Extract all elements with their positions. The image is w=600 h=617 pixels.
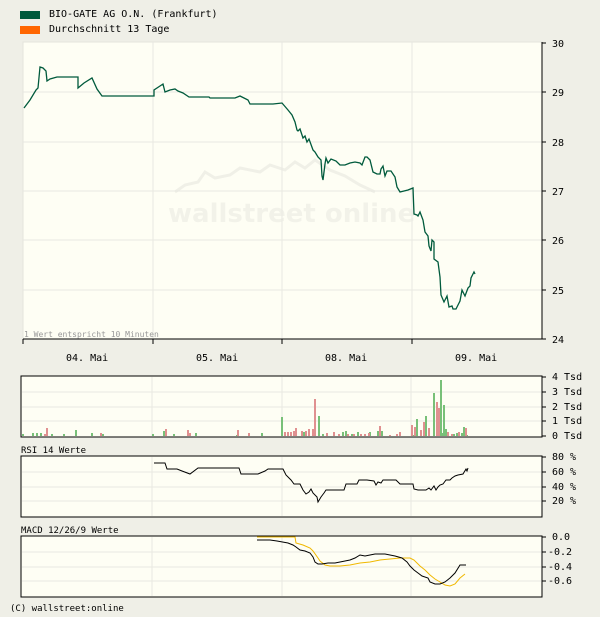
macd-tick-minus-02: -0.2: [548, 547, 572, 558]
vol-tick-4: 4 Tsd: [552, 372, 582, 383]
volume-bars-down: [44, 399, 467, 436]
rsi-tick-20: 20 %: [552, 496, 576, 507]
rsi-tick-60: 60 %: [552, 467, 576, 478]
main-price-chart: wallstreet online 30 29 28 27 26 25: [22, 39, 564, 364]
copyright-notice: (C) wallstreet:online: [10, 604, 124, 614]
vol-tick-2: 2 Tsd: [552, 402, 582, 413]
price-line: [23, 66, 476, 310]
x-label-09-mai: 09. Mai: [455, 353, 497, 364]
chart-legend: BIO-GATE AG O.N. (Frankfurt) Durchschnit…: [20, 7, 218, 37]
x-label-08-mai: 08. Mai: [325, 353, 367, 364]
rsi-y-axis-labels: 80 % 60 % 40 % 20 %: [552, 452, 576, 507]
legend-item-average: Durchschnitt 13 Tage: [20, 22, 218, 37]
main-gridlines: [23, 42, 542, 339]
vol-tick-3: 3 Tsd: [552, 387, 582, 398]
macd-tick-0: 0.0: [552, 532, 570, 543]
x-label-04-mai: 04. Mai: [66, 353, 108, 364]
interval-note: 1 Wert entspricht 10 Minuten: [24, 330, 159, 339]
rsi-line: [154, 462, 469, 504]
rsi-tick-40: 40 %: [552, 482, 576, 493]
vol-tick-0: 0 Tsd: [552, 431, 582, 442]
macd-line: [257, 539, 466, 585]
macd-y-axis-labels: 0.0 -0.2 -0.4 -0.6: [548, 532, 572, 587]
main-x-axis-labels: 04. Mai 05. Mai 08. Mai 09. Mai: [66, 353, 497, 364]
watermark-text: wallstreet online: [168, 199, 415, 229]
macd-tick-minus-04: -0.4: [548, 562, 572, 573]
volume-panel: 4 Tsd 3 Tsd 2 Tsd 1 Tsd 0 Tsd: [20, 372, 582, 442]
y-tick-29: 29: [552, 88, 564, 99]
y-tick-28: 28: [552, 138, 564, 149]
legend-label-average: Durchschnitt 13 Tage: [49, 24, 170, 35]
rsi-tick-80: 80 %: [552, 452, 576, 463]
macd-panel: 0.0 -0.2 -0.4 -0.6: [20, 532, 572, 598]
main-axes: [22, 42, 546, 344]
volume-y-axis-labels: 4 Tsd 3 Tsd 2 Tsd 1 Tsd 0 Tsd: [552, 372, 582, 442]
main-y-axis-labels: 30 29 28 27 26 25 24: [552, 39, 564, 346]
wallstreet-online-watermark: wallstreet online: [168, 158, 415, 229]
legend-label-price: BIO-GATE AG O.N. (Frankfurt): [49, 9, 218, 20]
rsi-panel-title: RSI 14 Werte: [21, 446, 87, 456]
y-tick-26: 26: [552, 236, 564, 247]
y-tick-30: 30: [552, 39, 564, 50]
volume-bars-up: [22, 380, 468, 436]
rsi-panel: 80 % 60 % 40 % 20 %: [20, 452, 576, 518]
y-tick-25: 25: [552, 286, 564, 297]
macd-tick-minus-06: -0.6: [548, 576, 572, 587]
x-label-05-mai: 05. Mai: [196, 353, 238, 364]
y-tick-27: 27: [552, 187, 564, 198]
macd-panel-title: MACD 12/26/9 Werte: [21, 526, 119, 536]
legend-swatch-average: [20, 25, 40, 34]
legend-swatch-price: [20, 10, 40, 19]
y-tick-24: 24: [552, 335, 564, 346]
vol-tick-1: 1 Tsd: [552, 416, 582, 427]
legend-item-price: BIO-GATE AG O.N. (Frankfurt): [20, 7, 218, 22]
